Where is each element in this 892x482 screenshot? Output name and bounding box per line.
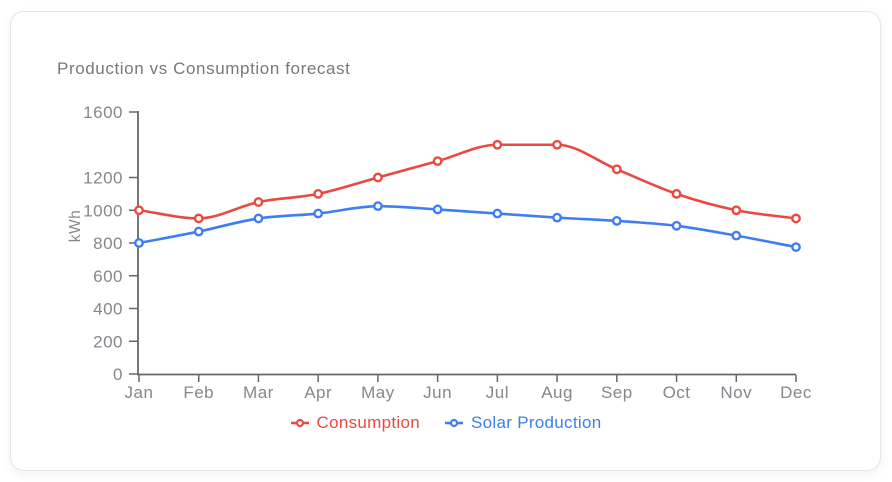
legend-item-solar-production[interactable]: Solar Production [444,413,601,433]
series-consumption-point-jun [432,156,443,167]
y-axis-title: kWh [67,210,84,243]
x-tick-label-aug: Aug [541,383,573,402]
series-solar-production-point-nov [731,230,742,241]
x-tick-label-jan: Jan [125,383,154,402]
y-tick-label-400: 400 [93,300,123,319]
series-solar-production-point-jan [134,238,144,248]
x-tick-label-jul: Jul [486,383,509,402]
x-tick-label-mar: Mar [243,383,274,402]
series-consumption-point-jan [134,205,144,216]
legend-item-consumption[interactable]: Consumption [290,413,420,433]
series-consumption-line [137,143,798,220]
series-solar-production-line [137,204,798,249]
series-solar-production-point-apr [313,208,324,219]
series-consumption-point-dec [791,213,801,224]
series-solar-production-point-aug [552,212,562,223]
y-tick-label-1000: 1000 [83,201,123,220]
y-tick-label-200: 200 [93,332,123,351]
series-solar-production-point-may [373,201,383,212]
series-consumption-point-aug [552,139,562,150]
series-consumption-point-sep [611,164,622,175]
y-tick-label-0: 0 [113,365,123,384]
x-tick-label-oct: Oct [663,383,691,402]
x-tick-label-apr: Apr [304,383,332,402]
series-solar-production-point-oct [671,220,682,231]
legend-label-consumption: Consumption [316,413,420,432]
series-solar-production-point-jul [492,208,503,219]
y-tick-label-1200: 1200 [83,169,123,188]
series-consumption-point-feb [193,213,204,224]
x-tick-label-feb: Feb [183,383,214,402]
series-solar-production-point-dec [791,242,801,252]
y-tick-label-800: 800 [93,234,123,253]
x-tick-label-may: May [361,383,395,402]
x-tick-label-dec: Dec [780,383,812,402]
chart-title: Production vs Consumption forecast [57,59,351,78]
series-consumption-point-apr [313,188,324,199]
series-consumption-point-nov [731,205,742,216]
series-solar-production-point-mar [253,213,264,224]
x-tick-label-jun: Jun [423,383,452,402]
y-tick-label-1600: 1600 [83,103,123,122]
legend-marker-consumption [290,418,309,428]
series-consumption-point-may [373,172,383,183]
series-solar-production-point-jun [432,204,443,215]
legend-marker-solar-production [444,418,463,428]
legend-label-solar-production: Solar Production [470,413,602,432]
series-consumption-point-mar [253,197,264,207]
series-consumption-point-oct [671,188,682,199]
x-tick-label-sep: Sep [601,383,633,402]
series-solar-production-point-sep [611,215,622,226]
chart-legend: Consumption Solar Production [10,413,881,433]
series-solar-production-point-feb [193,226,204,237]
series-consumption-point-jul [492,139,503,150]
y-tick-label-600: 600 [93,267,123,286]
x-tick-label-nov: Nov [720,383,752,402]
